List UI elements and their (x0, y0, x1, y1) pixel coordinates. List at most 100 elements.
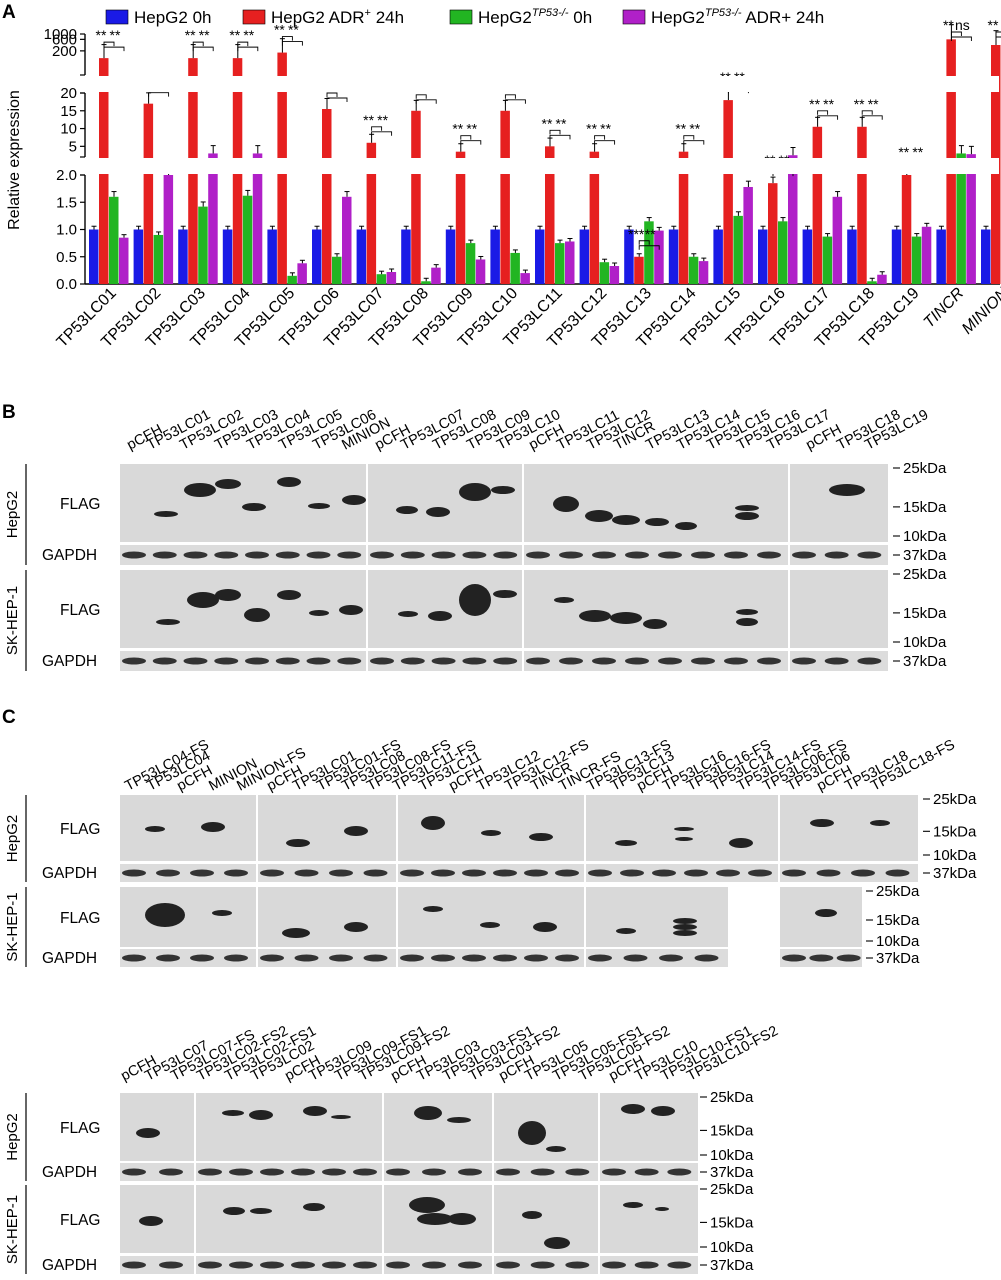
blot-gapdh-area (524, 545, 788, 565)
bar (867, 281, 877, 284)
sig-bracket (371, 126, 383, 131)
y-tick-label: 20 (60, 85, 77, 102)
gapdh-band (275, 551, 300, 559)
panel-a: A HepG2 0h HepG2 ADR+ 24h HepG2TP53-/- 0h He… (0, 0, 1001, 372)
sig-label: ns (955, 17, 970, 33)
y-tick-label: 0.5 (56, 249, 77, 266)
legend-swatch (242, 9, 266, 25)
flag-band (522, 1211, 542, 1219)
bar (812, 126, 823, 285)
gapdh-band (462, 551, 487, 559)
flag-band (421, 816, 445, 830)
sig-bracket (415, 94, 427, 99)
blot-flag-area (586, 887, 728, 947)
flag-band (212, 910, 232, 916)
flag-band (674, 827, 694, 831)
gapdh-band (757, 657, 781, 665)
blot-flag-area (524, 570, 788, 648)
bar (644, 221, 654, 284)
row-label-flag: FLAG (60, 496, 100, 513)
gapdh-band (400, 869, 424, 877)
gapdh-band (198, 1261, 222, 1269)
marker-label: 15kDa (903, 605, 947, 622)
cell-line-label: SK-HEP-1 (4, 892, 21, 961)
flag-band (154, 511, 178, 517)
gapdh-band (152, 657, 177, 665)
bar (788, 155, 798, 284)
blot-gapdh-area (120, 651, 366, 671)
sig-bracket (103, 41, 115, 47)
gapdh-band (224, 869, 248, 877)
marker-label: 10kDa (710, 1239, 754, 1256)
gapdh-band (198, 1168, 222, 1176)
flag-band (675, 522, 697, 530)
blot-flag-area (258, 887, 396, 947)
flag-band (612, 515, 640, 525)
flag-band (829, 484, 865, 496)
bar (545, 146, 555, 284)
gapdh-band (329, 954, 353, 962)
blot-flag-area (780, 795, 918, 861)
bar (252, 153, 263, 284)
flag-band (673, 918, 697, 924)
flag-band (303, 1106, 327, 1116)
break-gap (79, 158, 999, 174)
bar (109, 196, 119, 284)
flag-band (339, 605, 363, 615)
bar (178, 229, 188, 284)
legend-entry: HepG2 ADR+ 24h (271, 7, 404, 27)
bar (445, 229, 456, 284)
blot-gapdh-area (120, 864, 256, 882)
bar (778, 221, 788, 284)
gapdh-band (329, 869, 353, 877)
bar (634, 256, 644, 284)
flag-band (615, 840, 637, 846)
gapdh-band (667, 1261, 692, 1269)
bar (267, 229, 277, 284)
sig-bracket (504, 99, 526, 104)
sig-label: ** (600, 121, 611, 137)
flag-band (493, 590, 517, 598)
marker-label: 10kDa (876, 933, 920, 950)
gapdh-band (588, 954, 612, 962)
sig-bracket (192, 41, 204, 47)
sig-bracket (460, 135, 472, 140)
flag-band (398, 611, 418, 617)
bar (599, 262, 610, 284)
sig-label: ** (912, 144, 923, 160)
y-tick-label: 5 (69, 138, 77, 155)
blot-gapdh-area (524, 651, 788, 671)
sig-bracket (861, 110, 873, 115)
flag-band (414, 1106, 442, 1120)
gapdh-band (306, 551, 331, 559)
gapdh-band (400, 954, 424, 962)
flag-band (396, 506, 418, 514)
flag-band (409, 1197, 445, 1213)
sig-bracket (281, 41, 303, 46)
marker-label: 10kDa (710, 1147, 754, 1164)
flag-band (643, 619, 667, 629)
gapdh-band (857, 657, 882, 665)
y-tick-label: 600 (52, 31, 77, 48)
blot-gapdh-area (398, 949, 584, 967)
flag-band (277, 477, 301, 487)
flag-band (645, 518, 669, 526)
flag-band (344, 826, 368, 836)
flag-band (308, 503, 330, 509)
gapdh-band (588, 869, 612, 877)
blot-flag-area (120, 795, 256, 861)
bar (668, 229, 679, 284)
marker-label: 25kDa (933, 791, 977, 808)
bar (911, 236, 922, 284)
marker-label: 37kDa (903, 547, 947, 564)
flag-band (428, 611, 452, 621)
legend-entry: HepG2TP53-/- ADR+ 24h (651, 7, 824, 27)
gapdh-band (422, 1168, 446, 1176)
flag-band (303, 1203, 325, 1211)
blot-flag-area (398, 887, 584, 947)
sig-bracket (103, 46, 125, 52)
gapdh-band (493, 657, 518, 665)
flag-band (533, 922, 557, 932)
bar (698, 261, 709, 284)
sig-label: ** (645, 226, 656, 242)
